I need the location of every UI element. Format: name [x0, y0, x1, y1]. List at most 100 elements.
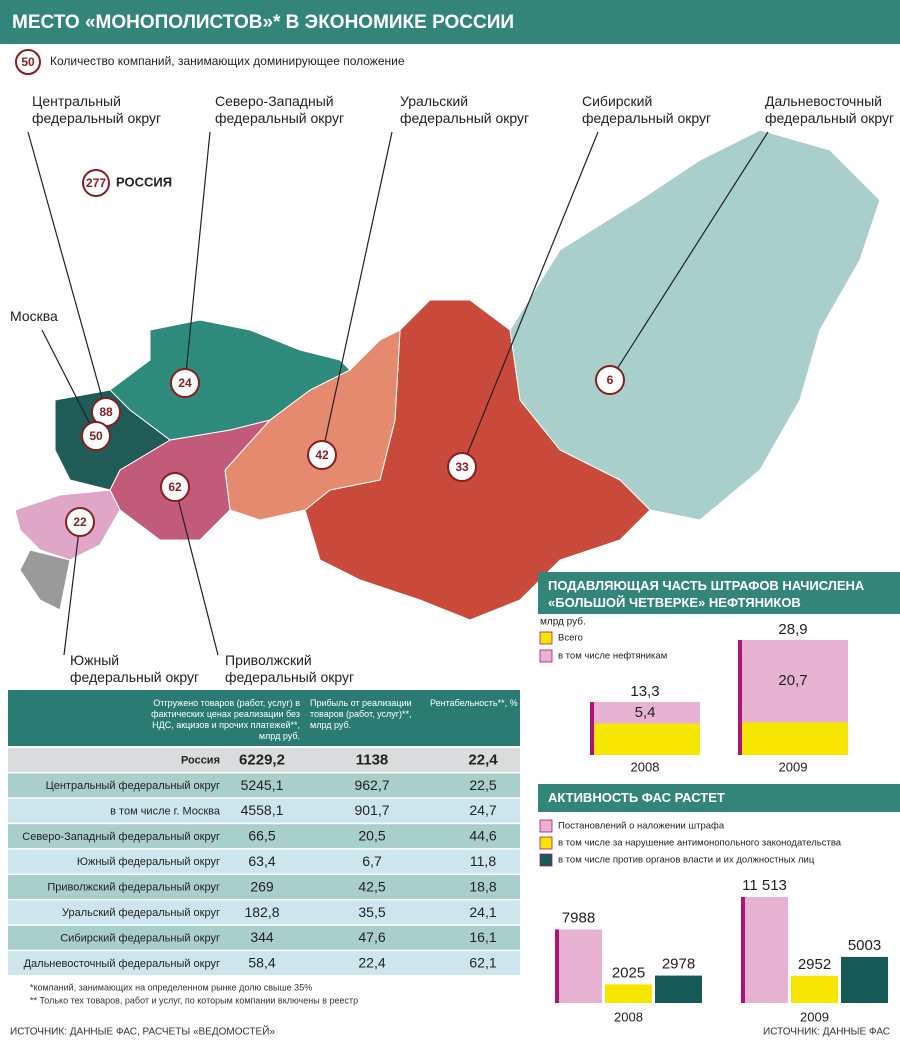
- row-label: Центральный федеральный округ: [46, 780, 220, 792]
- legend-label: в том числе против органов власти и их д…: [558, 855, 815, 866]
- legend-swatch: [539, 819, 553, 833]
- region-label: Москва: [10, 308, 58, 324]
- source: ИСТОЧНИК: ДАННЫЕ ФАС: [763, 1027, 890, 1038]
- region-count-circle: [595, 365, 625, 395]
- table-row: [8, 824, 520, 849]
- row-label: Дальневосточный федеральный округ: [24, 958, 220, 970]
- cell-value: 62,1: [469, 955, 496, 971]
- bar: [791, 975, 838, 1003]
- cell-value: 182,8: [244, 904, 279, 920]
- region-count: 88: [99, 405, 113, 419]
- chart1-header: [538, 572, 900, 614]
- table-row: [8, 849, 520, 874]
- cell-value: 58,4: [248, 955, 275, 971]
- region-count-circle: [170, 368, 200, 398]
- region-count: 22: [73, 515, 87, 529]
- bar-part: [590, 702, 700, 724]
- cell-value: 24,7: [469, 802, 496, 818]
- category-label: 2009: [779, 759, 808, 774]
- legend-count-circle: [15, 49, 41, 75]
- table-header: [8, 690, 520, 746]
- legend-swatch: [539, 631, 553, 645]
- row-label: Уральский федеральный округ: [62, 907, 220, 919]
- leader-line: [321, 131, 393, 456]
- legend-count: 50: [21, 55, 35, 69]
- central: [54, 389, 171, 491]
- bar: [655, 975, 702, 1003]
- bar-part: [738, 640, 848, 723]
- category-label: 2008: [631, 759, 660, 774]
- cell-value: 22,4: [468, 752, 498, 769]
- table-row: [8, 773, 520, 798]
- footnote: *компаний, занимающих на определенном ры…: [30, 982, 312, 992]
- legend-swatch: [539, 853, 553, 867]
- cell-value: 18,8: [469, 878, 496, 894]
- cell-value: 24,1: [469, 904, 496, 920]
- value-label: 5,4: [635, 704, 656, 721]
- row-label: Сибирский федеральный округ: [60, 932, 220, 944]
- legend-label: в том числе нефтяникам: [558, 651, 667, 662]
- total-label: РОССИЯ: [116, 174, 172, 189]
- cell-value: 1138: [356, 752, 389, 769]
- column-header: Рентабельность**, %: [430, 698, 518, 708]
- row-label: в том числе г. Москва: [110, 805, 221, 817]
- cell-value: 20,5: [358, 828, 385, 844]
- legend-label: Всего: [558, 633, 583, 644]
- chart-title: ПОДАВЛЯЮЩАЯ ЧАСТЬ ШТРАФОВ НАЧИСЛЕНА «БОЛ…: [548, 578, 865, 610]
- source: ИСТОЧНИК: ДАННЫЕ ФАС, РАСЧЕТЫ «ВЕДОМОСТЕ…: [10, 1025, 275, 1038]
- table-row: [8, 900, 520, 925]
- bar-edge: [555, 929, 559, 1003]
- leader-line: [174, 486, 219, 656]
- region-count: 62: [168, 480, 182, 494]
- region-count: 24: [178, 376, 192, 390]
- row-label: Приволжский федеральный округ: [47, 882, 220, 894]
- title: МЕСТО «МОНОПОЛИСТОВ»* В ЭКОНОМИКЕ РОССИИ: [12, 12, 514, 33]
- region-count-circle: [447, 452, 477, 482]
- total-count: 277: [86, 176, 106, 190]
- cell-value: 22,4: [358, 955, 385, 971]
- row-label: Южный федеральный округ: [77, 856, 220, 868]
- cell-value: 6229,2: [239, 752, 285, 769]
- table-row: [8, 875, 520, 899]
- region-count: 42: [315, 448, 329, 462]
- column-header: Прибыль от реализации товаров (работ, ус…: [310, 698, 412, 730]
- value-label: 11 513: [742, 877, 787, 894]
- region-label: Уральский федеральный округ: [400, 93, 530, 126]
- value-label: 2978: [662, 956, 695, 973]
- caucasus: [19, 549, 71, 611]
- table-row: [8, 748, 520, 772]
- y-label: млрд руб.: [540, 616, 586, 628]
- table-row: [8, 925, 520, 950]
- cell-value: 63,4: [248, 853, 275, 869]
- bar-edge: [741, 897, 745, 1003]
- cell-value: 47,6: [358, 929, 385, 945]
- leader-line: [63, 521, 81, 656]
- total-count-circle: [82, 169, 110, 197]
- chart-title: АКТИВНОСТЬ ФАС РАСТЕТ: [548, 790, 725, 805]
- cell-value: 4558,1: [241, 802, 284, 818]
- region-label: Центральный федеральный округ: [32, 93, 162, 126]
- cell-value: 269: [250, 878, 274, 894]
- cell-value: 66,5: [248, 828, 275, 844]
- cell-value: 901,7: [354, 802, 389, 818]
- value-label: 5003: [848, 937, 881, 954]
- cell-value: 22,5: [469, 777, 496, 793]
- region-count: 33: [455, 460, 469, 474]
- bar: [841, 956, 888, 1003]
- value-label: 7988: [562, 909, 595, 926]
- category-label: 2009: [800, 1009, 829, 1024]
- category-label: 2008: [614, 1009, 643, 1024]
- region-label: Сибирский федеральный округ: [582, 93, 712, 126]
- bar: [605, 984, 652, 1003]
- cell-value: 44,6: [469, 828, 496, 844]
- leader-line: [461, 131, 599, 468]
- cell-value: 344: [250, 929, 274, 945]
- leader-line: [184, 131, 211, 384]
- region-count-circle: [160, 472, 190, 502]
- region-count-circle: [65, 507, 95, 537]
- value-label: 28,9: [778, 621, 807, 638]
- cell-value: 5245,1: [241, 777, 284, 793]
- table-row: [8, 798, 520, 823]
